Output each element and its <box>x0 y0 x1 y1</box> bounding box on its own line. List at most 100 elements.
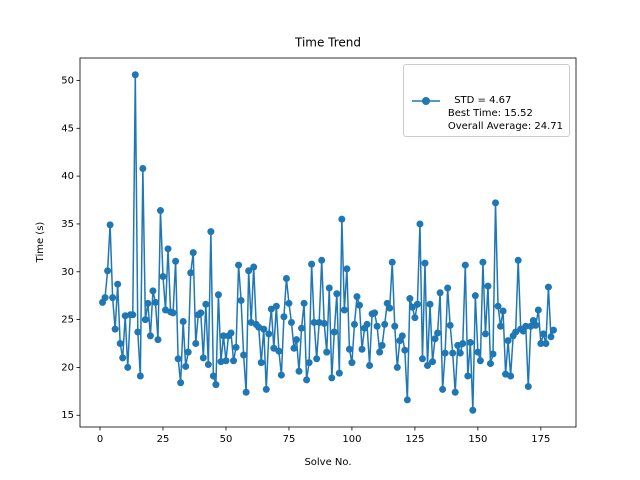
point <box>343 265 351 273</box>
point <box>310 318 318 326</box>
x-tick-label: 25 <box>157 434 170 445</box>
point <box>439 385 447 393</box>
plot-frame <box>79 57 577 428</box>
point <box>240 351 248 359</box>
point <box>549 326 557 334</box>
point <box>172 257 180 265</box>
point <box>456 349 464 357</box>
point <box>532 321 540 329</box>
point <box>265 330 273 338</box>
point <box>169 309 177 317</box>
point <box>184 348 192 356</box>
x-tick-label: 125 <box>405 434 424 445</box>
point <box>262 385 270 393</box>
point <box>544 283 552 291</box>
point <box>539 330 547 338</box>
y-tick-label: 45 <box>61 123 74 134</box>
point <box>109 294 117 302</box>
point <box>393 363 401 371</box>
legend: STD = 4.67 Best Time: 15.52 Overall Aver… <box>402 64 570 137</box>
point <box>499 307 507 315</box>
point <box>325 284 333 292</box>
point <box>242 388 250 396</box>
point <box>189 249 197 257</box>
point <box>486 360 494 368</box>
point <box>413 300 421 308</box>
point <box>489 350 497 358</box>
point <box>386 304 394 312</box>
point <box>313 355 321 363</box>
point <box>431 335 439 343</box>
point <box>303 376 311 384</box>
point <box>406 295 414 303</box>
point <box>466 339 474 347</box>
point <box>429 358 437 366</box>
point <box>119 354 127 362</box>
y-tick-label: 25 <box>61 315 74 326</box>
point <box>328 374 336 382</box>
point <box>104 267 112 275</box>
point <box>159 273 167 281</box>
point <box>129 311 137 319</box>
point <box>484 282 492 290</box>
point <box>214 291 222 299</box>
point <box>164 245 172 253</box>
point <box>333 290 341 298</box>
point <box>436 289 444 297</box>
point <box>156 207 164 215</box>
point <box>207 228 215 236</box>
point <box>298 324 306 332</box>
point <box>471 292 479 300</box>
point <box>230 357 238 365</box>
point <box>449 349 457 357</box>
point <box>277 371 285 379</box>
point <box>446 321 454 329</box>
point <box>481 330 489 338</box>
x-axis-label: Solve No. <box>304 457 351 468</box>
point <box>371 309 379 317</box>
point <box>192 340 200 348</box>
point <box>280 313 288 321</box>
x-tick-label: 150 <box>468 434 487 445</box>
point <box>497 322 505 330</box>
point <box>534 306 542 314</box>
point <box>141 316 149 324</box>
point <box>116 340 124 348</box>
point <box>275 347 283 355</box>
point <box>507 372 515 380</box>
point <box>187 269 195 277</box>
point <box>424 362 432 369</box>
point <box>323 348 331 356</box>
point <box>260 325 268 333</box>
point <box>335 369 343 377</box>
point <box>479 258 487 266</box>
point <box>235 261 243 269</box>
chart-title: Time Trend <box>294 36 361 50</box>
y-tick-label: 20 <box>61 362 74 373</box>
point <box>494 302 502 310</box>
point <box>131 71 139 79</box>
point <box>174 355 182 363</box>
point <box>136 372 144 380</box>
point <box>426 300 434 308</box>
point <box>318 256 326 264</box>
x-tick-label: 175 <box>531 434 550 445</box>
point <box>363 320 371 328</box>
point <box>398 332 406 340</box>
point <box>355 301 363 309</box>
point <box>391 322 399 330</box>
point <box>350 320 358 328</box>
point <box>474 348 482 356</box>
point <box>219 332 227 340</box>
point <box>444 284 452 292</box>
point <box>199 354 207 362</box>
x-tick-label: 50 <box>220 434 233 445</box>
point <box>524 383 532 391</box>
point <box>204 361 212 369</box>
point <box>282 274 290 282</box>
point <box>179 318 187 326</box>
point <box>250 263 258 271</box>
point <box>287 318 295 326</box>
point <box>305 359 313 367</box>
